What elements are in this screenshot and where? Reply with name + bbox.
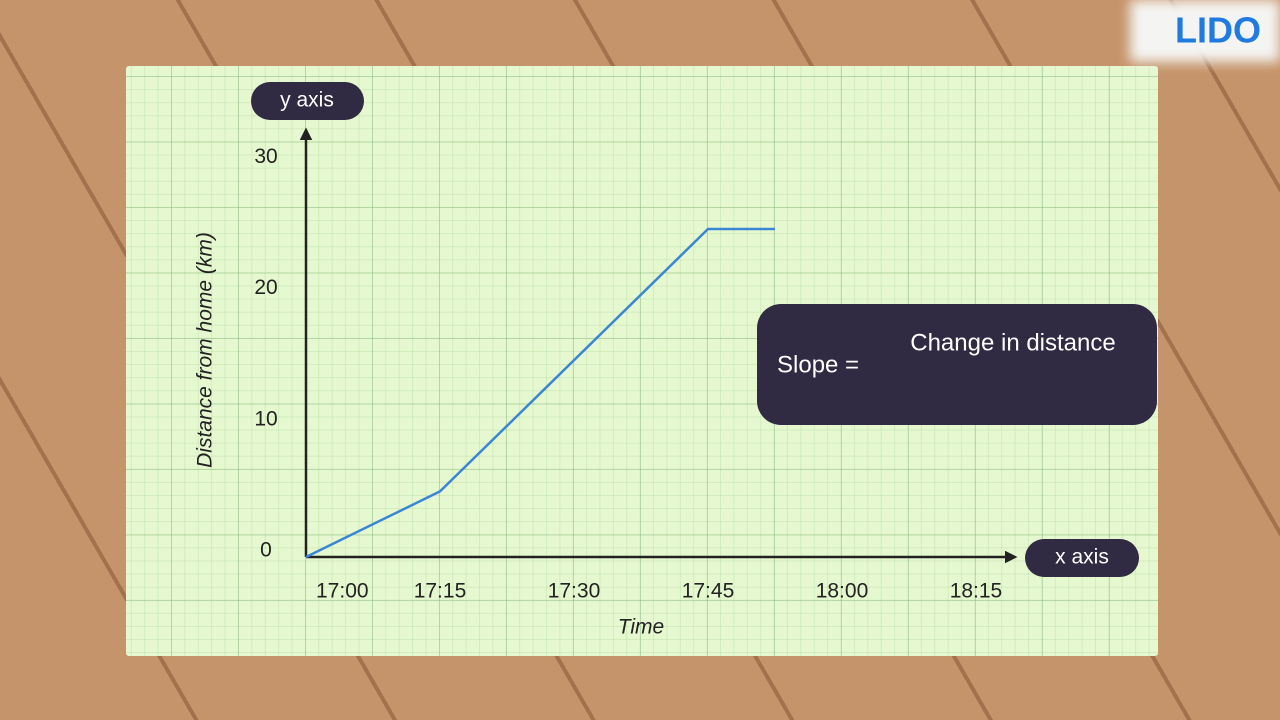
y-tick-label: 0 xyxy=(260,539,272,562)
x-tick-label: 17:30 xyxy=(548,580,601,603)
x-tick-label: 17:00 xyxy=(316,580,369,603)
y-axis-tag-pill xyxy=(251,82,364,120)
data-line xyxy=(305,227,775,559)
y-tick-label: 20 xyxy=(254,276,277,299)
x-tick-label: 18:00 xyxy=(816,580,869,603)
x-axis-tag: x axis xyxy=(1055,546,1109,569)
x-axis-tag-pill xyxy=(1025,539,1139,577)
slope-numerator: Change in distance xyxy=(910,329,1115,356)
y-axis-tag: y axis xyxy=(280,89,334,112)
x-tick-label: 17:45 xyxy=(682,580,735,603)
y-tick-label: 10 xyxy=(254,407,277,430)
x-tick-label: 18:15 xyxy=(950,580,1003,603)
slope-box xyxy=(757,304,1157,425)
slope-label: Slope = xyxy=(777,351,859,378)
x-tick-label: 17:15 xyxy=(414,580,467,603)
logo-background xyxy=(1130,0,1280,62)
y-tick-label: 30 xyxy=(254,145,277,168)
y-axis-title: Distance from home (km) xyxy=(194,232,217,468)
logo: LIDO xyxy=(1175,10,1261,51)
x-axis-title: Time xyxy=(618,616,664,639)
